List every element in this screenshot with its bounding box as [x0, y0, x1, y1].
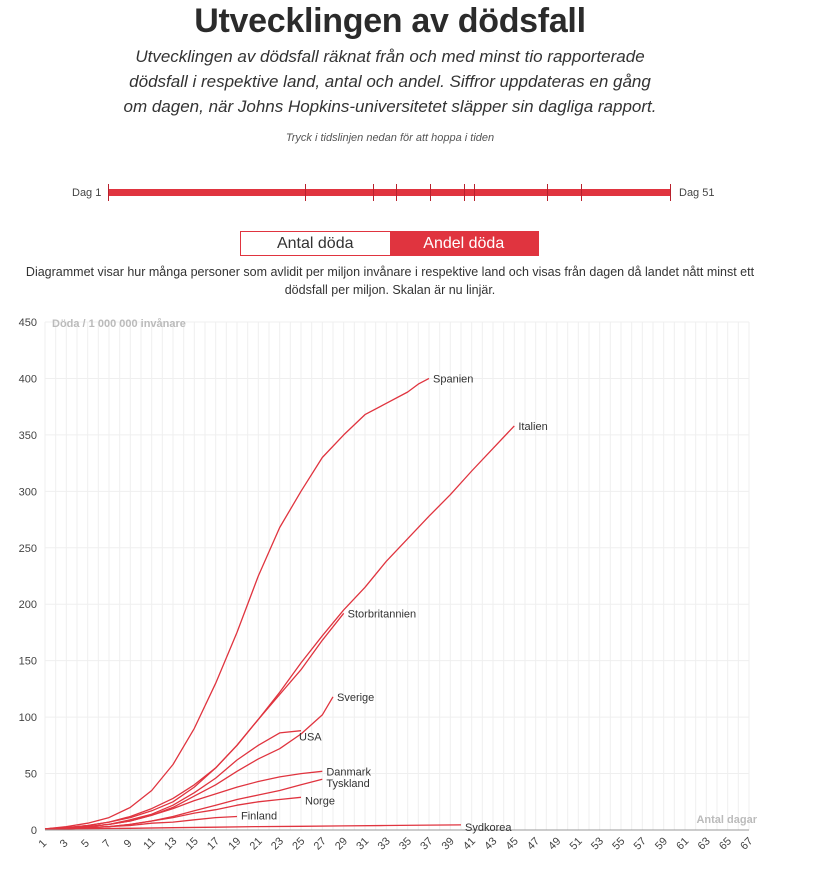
timeline-tick[interactable]: [547, 184, 548, 201]
x-tick-label: 37: [418, 835, 435, 852]
x-tick-label: 13: [162, 835, 179, 852]
x-tick-label: 61: [674, 835, 691, 852]
x-tick-label: 19: [226, 835, 243, 852]
x-tick-label: 11: [141, 836, 158, 853]
x-tick-label: 57: [632, 835, 649, 852]
y-tick-label: 200: [19, 599, 37, 611]
x-axis-title: Antal dagar: [696, 814, 757, 826]
x-tick-label: 25: [290, 835, 307, 852]
x-tick-label: 9: [122, 837, 135, 850]
timeline-start-label: Dag 1: [72, 187, 102, 199]
series-line-danmark[interactable]: [44, 770, 323, 830]
timeline-tick[interactable]: [581, 184, 582, 201]
timeline-tick[interactable]: [373, 184, 374, 201]
x-tick-label: 45: [504, 835, 521, 852]
series-line-sydkorea[interactable]: [44, 824, 462, 830]
y-tick-label: 150: [19, 656, 37, 668]
series-label-danmark: Danmark: [326, 766, 371, 778]
series-line-storbritannien[interactable]: [44, 612, 345, 830]
x-tick-label: 15: [184, 835, 201, 852]
series-label-tyskland: Tyskland: [326, 778, 369, 790]
x-tick-label: 1: [36, 837, 49, 850]
series-label-storbritannien: Storbritannien: [348, 608, 417, 620]
x-tick-label: 55: [610, 835, 627, 852]
series-label-sydkorea: Sydkorea: [465, 822, 512, 834]
x-tick-label: 17: [205, 835, 222, 852]
y-tick-label: 300: [19, 486, 37, 498]
x-tick-label: 51: [568, 835, 585, 852]
series-label-finland: Finland: [241, 810, 277, 822]
x-tick-label: 49: [546, 835, 563, 852]
timeline-tick[interactable]: [108, 184, 109, 201]
timeline-tick[interactable]: [464, 184, 465, 201]
series-label-norge: Norge: [305, 795, 335, 807]
x-tick-label: 63: [696, 835, 713, 852]
series-label-spanien: Spanien: [433, 373, 473, 385]
x-tick-label: 59: [653, 835, 670, 852]
x-tick-label: 47: [525, 835, 542, 852]
x-tick-label: 53: [589, 835, 606, 852]
timeline-tick[interactable]: [670, 184, 671, 201]
toggle-antal-doda-button[interactable]: Antal döda: [241, 232, 390, 255]
timeline-tick[interactable]: [430, 184, 431, 201]
x-tick-label: 35: [397, 835, 414, 852]
y-tick-label: 250: [19, 543, 37, 555]
y-axis-title: Döda / 1 000 000 invånare: [52, 318, 186, 330]
chart-series-labels: Spanien Italien Storbritannien Sverige USA Da…: [241, 373, 548, 833]
x-tick-label: 21: [248, 835, 265, 852]
y-tick-label: 350: [19, 430, 37, 442]
x-tick-label: 23: [269, 835, 286, 852]
toggle-andel-doda-button[interactable]: Andel döda: [389, 232, 538, 255]
y-tick-label: 50: [25, 769, 37, 781]
y-tick-label: 400: [19, 373, 37, 385]
page-subtitle: Utvecklingen av dödsfall räknat från och…: [123, 47, 657, 116]
x-tick-label: 65: [717, 835, 734, 852]
x-tick-label: 33: [376, 835, 393, 852]
x-tick-label: 3: [58, 837, 71, 850]
timeline-tick[interactable]: [396, 184, 397, 201]
y-tick-label: 100: [19, 712, 37, 724]
view-toggle: Antal döda Andel döda: [240, 231, 539, 256]
timeline-tick[interactable]: [305, 184, 306, 201]
series-label-italien: Italien: [518, 421, 547, 433]
x-tick-label: 5: [79, 837, 92, 850]
chart-series-lines: [44, 377, 515, 830]
timeline-hint: Tryck i tidslinjen nedan för att hoppa i…: [285, 132, 495, 144]
x-tick-label: 39: [440, 835, 457, 852]
series-label-sverige: Sverige: [337, 692, 374, 704]
series-line-italien[interactable]: [44, 425, 515, 830]
y-tick-label: 0: [31, 825, 37, 837]
x-tick-label: 67: [738, 835, 755, 852]
timeline-end-label: Dag 51: [679, 187, 715, 199]
x-tick-label: 7: [100, 837, 113, 850]
x-tick-label: 41: [461, 835, 478, 852]
timeline-bar[interactable]: [108, 189, 671, 196]
x-tick-label: 29: [333, 835, 350, 852]
y-tick-label: 450: [19, 317, 37, 329]
series-label-usa: USA: [299, 732, 322, 744]
series-line-spanien[interactable]: [44, 377, 430, 830]
x-tick-label: 31: [354, 835, 371, 852]
page-title: Utvecklingen av dödsfall: [194, 2, 586, 40]
x-tick-label: 27: [312, 835, 329, 852]
timeline-tick[interactable]: [474, 184, 475, 201]
chart-description: Diagrammet visar hur många personer som …: [25, 265, 755, 297]
x-tick-label: 43: [482, 835, 499, 852]
